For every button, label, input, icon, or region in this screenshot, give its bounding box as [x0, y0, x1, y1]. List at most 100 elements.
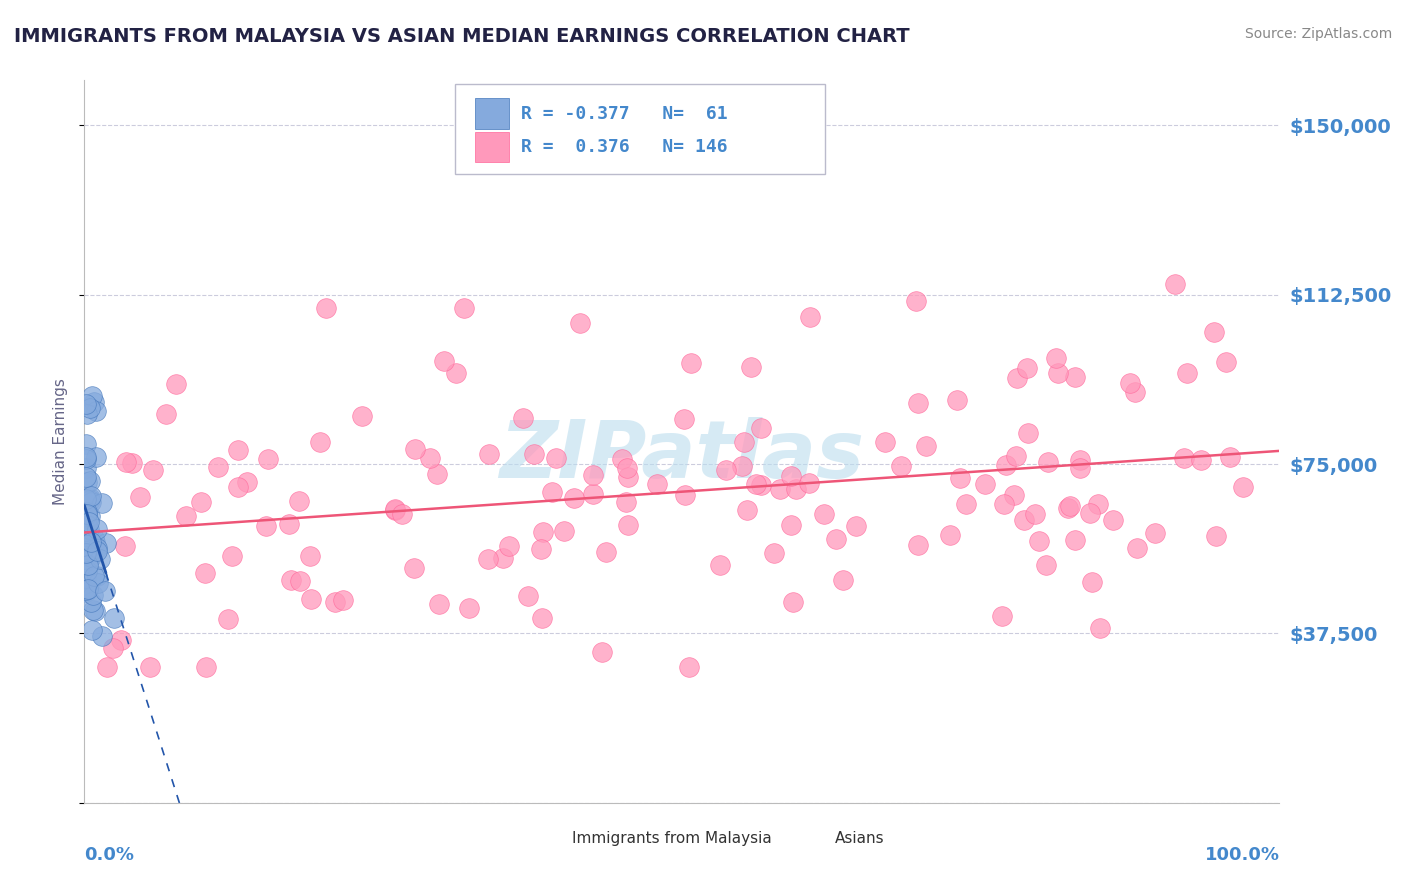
Point [993, 497, 1015, 511]
Point [278, 517, 301, 532]
Point [190, 495, 212, 509]
Point [155, 407, 177, 421]
Point [75, 461, 97, 475]
Point [80, 489, 103, 503]
Point [907, 396, 929, 410]
Point [782, 595, 804, 609]
Point [751, 478, 773, 492]
Point [512, 411, 534, 425]
Point [75, 546, 97, 560]
Point [82, 389, 104, 403]
Point [75, 396, 97, 410]
Text: ZIPatlas: ZIPatlas [499, 417, 865, 495]
Point [797, 476, 820, 491]
Point [1126, 541, 1149, 556]
Point [1175, 366, 1198, 380]
Point [478, 447, 501, 461]
Point [75, 452, 97, 467]
Point [79, 401, 101, 415]
Point [1024, 508, 1046, 522]
Point [384, 502, 406, 516]
Point [678, 660, 700, 674]
Point [1205, 528, 1227, 542]
Point [76, 475, 98, 489]
Point [217, 612, 239, 626]
Point [75, 470, 97, 484]
Point [1173, 451, 1195, 466]
FancyBboxPatch shape [475, 132, 509, 162]
Point [332, 592, 354, 607]
Point [523, 447, 546, 461]
Point [221, 549, 243, 564]
Text: R = -0.377   N=  61: R = -0.377 N= 61 [520, 104, 727, 122]
Point [955, 497, 977, 511]
Point [1087, 496, 1109, 510]
Point [83, 604, 105, 618]
Point [404, 442, 426, 457]
Point [457, 600, 479, 615]
Point [75, 436, 97, 450]
Point [76, 506, 98, 520]
Point [779, 469, 801, 483]
Point [939, 528, 962, 542]
Point [194, 566, 217, 580]
Point [1219, 450, 1241, 465]
FancyBboxPatch shape [801, 828, 828, 850]
Point [280, 574, 302, 588]
Point [832, 573, 855, 587]
Point [1059, 499, 1081, 513]
Point [737, 503, 759, 517]
Point [582, 468, 605, 483]
Point [114, 455, 136, 469]
Point [768, 482, 790, 496]
Point [96, 536, 118, 550]
Point [228, 443, 250, 458]
Point [1164, 277, 1187, 291]
FancyBboxPatch shape [456, 84, 825, 174]
Point [83, 395, 105, 409]
Point [1202, 326, 1225, 340]
Point [103, 641, 125, 656]
Point [990, 608, 1012, 623]
Point [128, 490, 150, 504]
Point [226, 480, 249, 494]
Point [290, 574, 312, 588]
Point [114, 539, 136, 553]
Text: 0.0%: 0.0% [84, 847, 135, 864]
Point [84, 404, 107, 418]
Point [391, 507, 413, 521]
Point [1088, 621, 1111, 635]
Point [516, 590, 538, 604]
Point [617, 470, 640, 484]
Point [79, 474, 101, 488]
Point [890, 459, 912, 474]
Point [139, 660, 162, 674]
Point [762, 546, 785, 560]
Point [77, 558, 100, 573]
Point [83, 531, 105, 545]
Point [1045, 351, 1067, 366]
Point [309, 435, 332, 450]
Point [77, 511, 100, 525]
Point [749, 421, 772, 435]
Point [75, 547, 97, 561]
Point [79, 509, 101, 524]
Point [1064, 369, 1087, 384]
Point [562, 491, 585, 505]
Point [709, 558, 731, 572]
Point [568, 316, 591, 330]
Point [1046, 366, 1069, 380]
Text: Source: ZipAtlas.com: Source: ZipAtlas.com [1244, 27, 1392, 41]
Point [731, 458, 754, 473]
Point [236, 475, 259, 489]
Point [825, 533, 848, 547]
Point [1002, 488, 1025, 502]
Point [995, 458, 1018, 472]
Point [76, 582, 98, 596]
Point [82, 588, 104, 602]
Point [541, 484, 564, 499]
Point [76, 517, 98, 532]
Point [530, 610, 553, 624]
Point [1064, 533, 1087, 547]
Point [75, 450, 97, 464]
